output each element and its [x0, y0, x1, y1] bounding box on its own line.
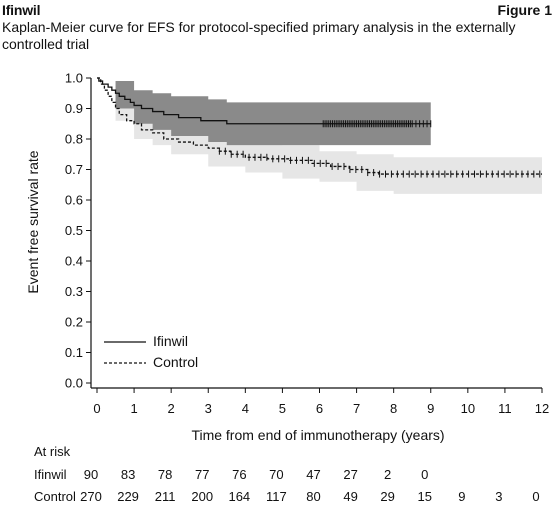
y-tick-label: 0.6 [65, 193, 83, 208]
at-risk-count: 117 [266, 489, 287, 504]
at-risk-count: 90 [83, 467, 99, 482]
x-tick-label: 10 [461, 401, 475, 416]
x-tick-label: 9 [427, 401, 434, 416]
at-risk-count: 200 [191, 489, 214, 504]
x-tick-label: 5 [279, 401, 286, 416]
at-risk-row-label: Control [34, 489, 76, 504]
x-tick-label: 2 [168, 401, 175, 416]
at-risk-count: 229 [117, 489, 139, 504]
at-risk-count: 164 [228, 489, 251, 504]
y-tick-label: 0.3 [65, 284, 83, 299]
at-risk-count: 27 [343, 467, 358, 482]
axes: 0.00.10.20.30.40.50.60.70.80.91.00 1 2 3 4 5 6… [65, 71, 549, 417]
x-tick-label: 6 [316, 401, 323, 416]
ifinwil-ci-band [97, 78, 431, 152]
x-tick-label: 11 [498, 401, 512, 416]
y-tick-label: 0.5 [65, 223, 83, 238]
y-tick-label: 0.4 [65, 254, 83, 269]
at-risk-count: 270 [80, 489, 102, 504]
legend: Ifinwil Control [104, 333, 198, 370]
header: Ifinwil Figure 1 [2, 2, 554, 20]
at-risk-count: 76 [232, 467, 247, 482]
at-risk-count: 29 [380, 489, 395, 504]
brand-name: Ifinwil [2, 2, 41, 18]
at-risk-count: 3 [495, 489, 503, 504]
figure-label: Figure 1 [497, 2, 552, 18]
legend-control-label: Control [153, 354, 198, 370]
at-risk-count: 49 [343, 489, 358, 504]
y-tick-label: 0.1 [65, 345, 83, 360]
y-tick-label: 0.2 [65, 315, 83, 330]
x-tick-label: 0 [93, 401, 100, 416]
x-tick-label: 3 [205, 401, 212, 416]
y-tick-label: 0.7 [65, 162, 83, 177]
at-risk-count: 15 [417, 489, 432, 504]
x-tick-label: 8 [390, 401, 397, 416]
x-tick-label: 4 [242, 401, 249, 416]
y-tick-label: 1.0 [65, 71, 83, 86]
x-tick-label: 1 [130, 401, 137, 416]
x-tick-label: 7 [353, 401, 360, 416]
at-risk-count: 0 [532, 489, 540, 504]
x-axis-label: Time from end of immunotherapy (years) [191, 427, 444, 443]
y-tick-label: 0.9 [65, 101, 83, 116]
control-survival-curve [97, 77, 542, 175]
at-risk-count: 9 [458, 489, 466, 504]
at-risk-count: 211 [154, 489, 176, 504]
chart-subtitle: Kaplan-Meier curve for EFS for protocol-… [2, 19, 516, 52]
at-risk-count: 77 [195, 467, 210, 482]
at-risk-count: 47 [306, 467, 321, 482]
at-risk-count: 78 [157, 467, 173, 482]
control-ci-band [97, 78, 542, 194]
y-tick-label: 0.8 [65, 132, 83, 147]
at-risk-row-label: Ifinwil [34, 467, 67, 482]
at-risk-count: 83 [120, 467, 136, 482]
at-risk-count: 0 [421, 467, 429, 482]
at-risk-count: 70 [269, 467, 284, 482]
legend-ifinwil-label: Ifinwil [153, 333, 188, 349]
x-tick-label: 12 [535, 401, 549, 416]
y-axis-label: Event free survival rate [25, 150, 41, 293]
y-tick-label: 0.0 [65, 376, 83, 391]
at-risk-title: At risk [34, 444, 71, 459]
confidence-bands [97, 78, 542, 194]
ifinwil-survival-curve [97, 77, 431, 125]
at-risk-count: 80 [306, 489, 321, 504]
at-risk-count: 2 [384, 467, 392, 482]
survival-curves [97, 77, 542, 178]
